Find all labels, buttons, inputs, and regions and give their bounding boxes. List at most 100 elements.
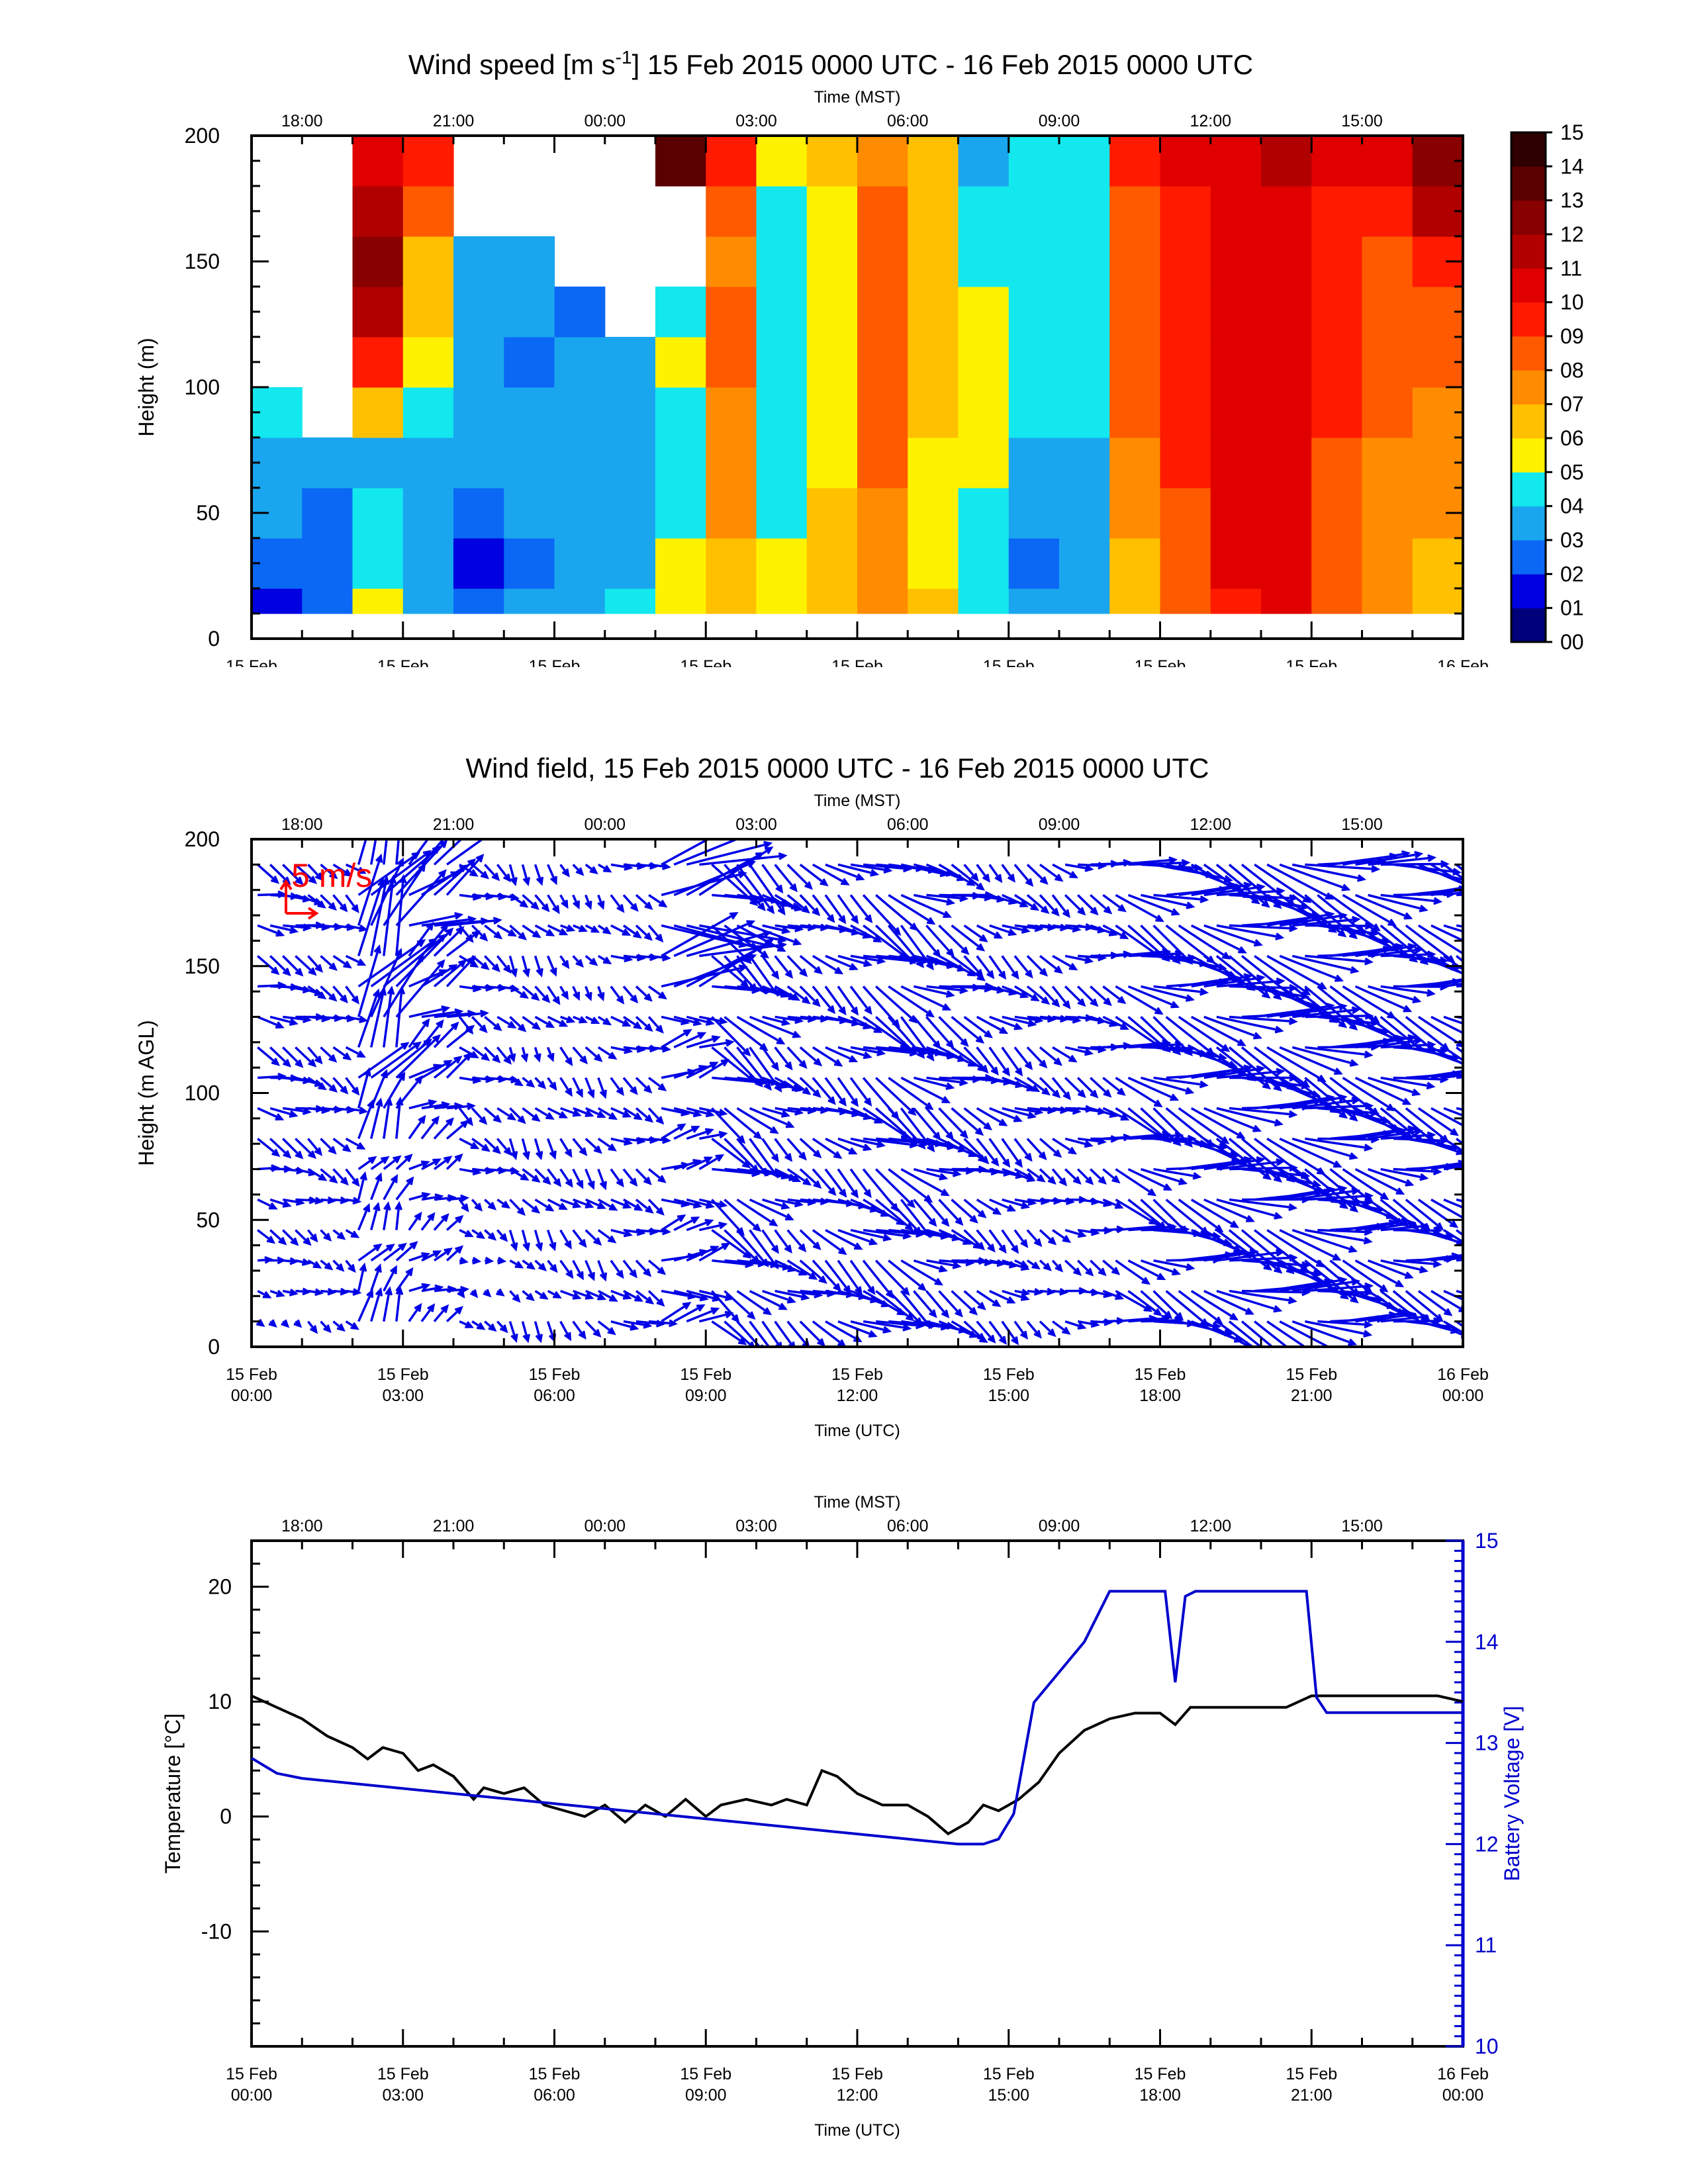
wind-vector-head <box>643 1268 652 1277</box>
wind-vector <box>1305 1285 1372 1293</box>
wind-vector-head <box>357 1050 366 1058</box>
wind-vector <box>1102 1290 1122 1300</box>
wind-vector <box>635 1168 651 1185</box>
wind-vector-head <box>616 1087 624 1097</box>
wind-vector-head <box>975 1127 984 1136</box>
wind-vector-head <box>1426 1081 1436 1090</box>
heat-cell <box>756 186 808 237</box>
wind-vector <box>648 1077 666 1091</box>
wind-vector-head <box>328 902 337 911</box>
heat-cell <box>1109 287 1161 338</box>
wind-vector-head <box>428 1099 438 1107</box>
wind-vector-head <box>827 914 835 923</box>
wind-vector-head <box>994 931 1004 939</box>
wind-vector-head <box>444 1248 453 1256</box>
wind-vector-head <box>563 1332 572 1342</box>
wind-vector-head <box>718 1221 728 1230</box>
wind-vector-head <box>1007 1204 1017 1212</box>
wind-vector <box>762 1107 788 1117</box>
heat-cell <box>1059 538 1110 589</box>
wind-vector-head <box>742 1048 751 1057</box>
wind-vector <box>572 1138 587 1155</box>
wind-vector <box>1039 955 1062 974</box>
wind-vector <box>963 1290 985 1310</box>
wind-vector <box>963 1046 988 1073</box>
wind-vector <box>1367 1199 1407 1226</box>
wind-vector-head <box>704 1218 714 1226</box>
wind-vector <box>712 1076 765 1084</box>
x2-tick-label: 00:00 <box>584 1517 626 1535</box>
heat-cell <box>908 136 959 187</box>
wind-vector-head <box>990 1066 999 1076</box>
wind-vector-head <box>271 966 280 976</box>
wind-vector <box>749 955 778 995</box>
wind-vector <box>1279 1168 1338 1203</box>
wind-vector <box>1368 1167 1413 1186</box>
colorbar-label: 03 <box>1560 528 1584 552</box>
y-tick-label: 100 <box>185 1081 220 1105</box>
wind-vector-head <box>1230 1220 1239 1228</box>
wind-vector-head <box>328 1146 337 1155</box>
heat-cell <box>655 337 706 388</box>
x2-tick-label: 15:00 <box>1341 1517 1383 1535</box>
wind-vector <box>572 1046 587 1064</box>
wind-vector-head <box>439 839 448 848</box>
wind-vector <box>736 924 784 952</box>
wind-vector-head <box>1084 1048 1094 1056</box>
wind-vector-head <box>915 959 925 968</box>
heat-cell <box>1008 538 1060 589</box>
wind-vector <box>623 954 643 960</box>
wind-vector-head <box>943 911 953 918</box>
wind-vector-head <box>1432 1167 1442 1176</box>
wind-vector-head <box>1419 1173 1429 1181</box>
wind-vector <box>1127 1290 1161 1316</box>
wind-vector-head <box>493 1023 502 1032</box>
wind-vector-head <box>406 1176 414 1185</box>
wind-vector <box>1229 1256 1295 1262</box>
wind-vector <box>320 894 336 910</box>
wind-vector <box>1229 985 1295 989</box>
heat-cell <box>1311 437 1363 488</box>
wind-vector-head <box>492 1115 502 1123</box>
colorbar-segment <box>1511 404 1546 439</box>
wind-vector-head <box>608 1052 618 1060</box>
wind-vector <box>774 1015 802 1023</box>
wind-vector-head <box>1077 1322 1087 1330</box>
colorbar-segment <box>1511 200 1546 235</box>
wind-vector <box>546 955 557 975</box>
wind-vector <box>496 955 511 973</box>
wind-vector <box>888 1077 933 1110</box>
wind-vector <box>938 925 968 954</box>
wind-vector-head <box>1111 1175 1121 1184</box>
wind-vector <box>307 893 325 908</box>
wind-vector-head <box>1019 1260 1029 1268</box>
wind-vector <box>1279 913 1346 927</box>
wind-vector <box>774 1320 796 1349</box>
wind-vector <box>610 1198 630 1208</box>
wind-vector <box>736 1290 771 1315</box>
colorbar-segment <box>1511 370 1546 405</box>
wind-vector <box>332 863 351 876</box>
temperature-line <box>251 1694 1464 1836</box>
wind-vector <box>863 1046 916 1055</box>
wind-vector <box>686 1156 712 1171</box>
heat-cell <box>1109 387 1161 438</box>
wind-vector <box>938 1290 962 1316</box>
wind-vector <box>420 1021 444 1048</box>
wind-vector-head <box>512 1294 521 1303</box>
wind-vector <box>1393 1259 1440 1266</box>
wind-vector-head <box>549 968 557 977</box>
wind-vector <box>1052 1198 1073 1203</box>
wind-vector <box>824 1077 846 1105</box>
heat-cell <box>1059 437 1110 488</box>
wind-vector-head <box>1068 1054 1078 1063</box>
wind-vector <box>837 1107 870 1120</box>
wind-vector <box>774 924 802 931</box>
heat-cell <box>756 387 808 438</box>
wind-vector <box>1064 1320 1085 1329</box>
wind-vector-head <box>1411 1088 1421 1097</box>
wind-vector-head <box>1439 1075 1449 1083</box>
wind-vector <box>269 1138 291 1158</box>
wind-vector-head <box>479 1024 488 1034</box>
